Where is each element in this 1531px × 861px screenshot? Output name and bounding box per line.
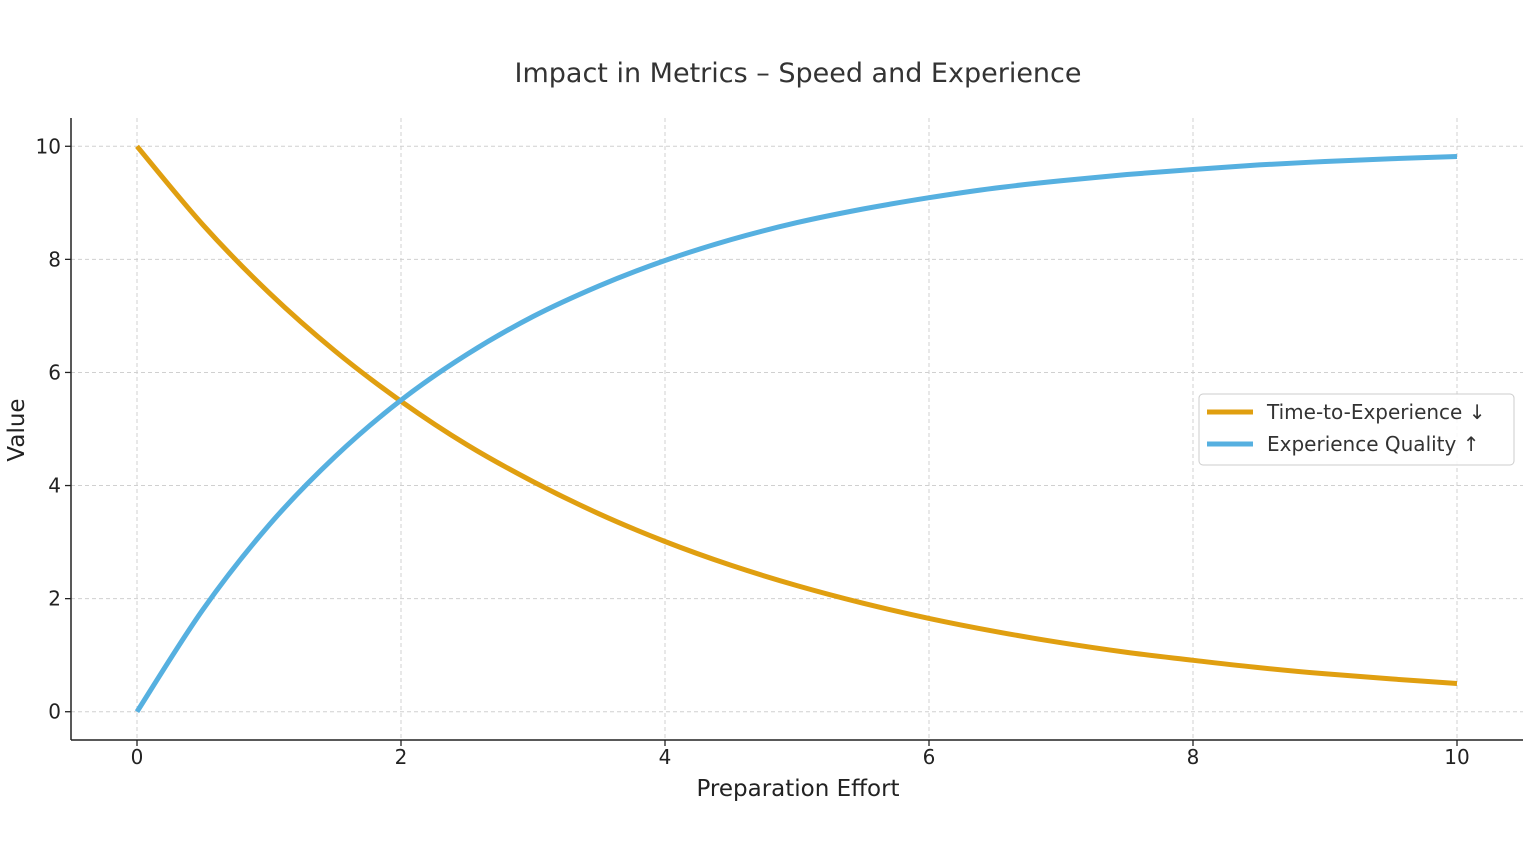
x-axis-label: Preparation Effort — [696, 776, 899, 802]
y-tick-label: 0 — [48, 700, 61, 724]
series-lines — [134, 144, 1458, 714]
legend-label: Time-to-Experience ↓ — [1266, 400, 1485, 424]
legend-box — [1198, 393, 1515, 466]
y-tick-label: 4 — [48, 474, 61, 498]
grid — [71, 118, 1523, 740]
x-tick-label: 4 — [659, 745, 672, 769]
series-line-time-to-experience — [135, 144, 1458, 686]
ticks: 0 2 4 6 8 10 0 2 4 6 8 10 — [36, 134, 1470, 769]
x-tick-label: 10 — [1444, 745, 1469, 769]
x-tick-label: 6 — [923, 745, 936, 769]
y-axis-label: Value — [4, 398, 30, 461]
x-tick-label: 8 — [1187, 745, 1200, 769]
y-tick-label: 6 — [48, 360, 61, 384]
y-tick-label: 2 — [48, 587, 61, 611]
legend-label: Experience Quality ↑ — [1267, 432, 1479, 456]
x-tick-label: 0 — [131, 745, 144, 769]
legend: Time-to-Experience ↓ Experience Quality ↑ — [1198, 393, 1515, 466]
y-tick-label: 10 — [36, 134, 61, 158]
axes — [70, 118, 1523, 741]
x-tick-label: 2 — [395, 745, 408, 769]
chart-title: Impact in Metrics – Speed and Experience — [515, 58, 1082, 89]
series-line-experience-quality — [134, 154, 1458, 714]
y-tick-label: 8 — [48, 247, 61, 271]
